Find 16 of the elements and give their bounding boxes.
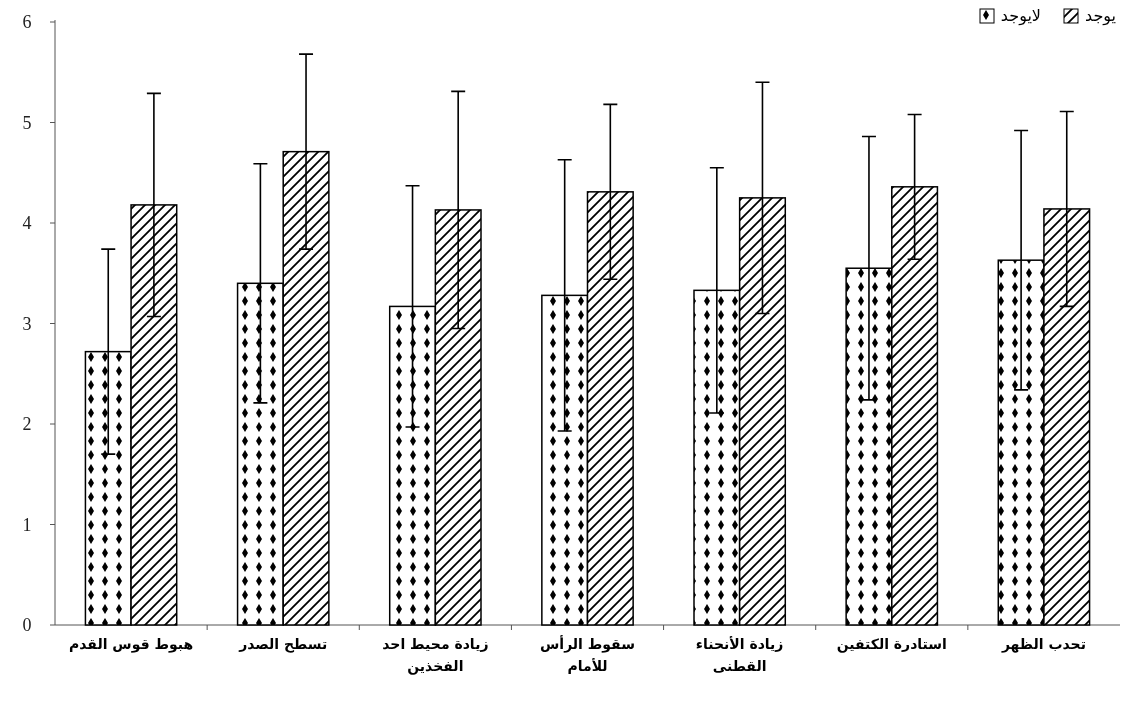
legend-label: يوجد bbox=[1084, 6, 1116, 25]
x-tick-label: استادرة الكتفين bbox=[835, 635, 948, 655]
y-tick-label: 5 bbox=[22, 112, 32, 133]
y-tick-label: 6 bbox=[22, 12, 32, 32]
y-tick-label: 2 bbox=[22, 414, 32, 434]
x-tick-label: زيادة الأنحناء القطنى bbox=[694, 635, 785, 676]
y-tick-label: 3 bbox=[22, 313, 32, 334]
x-tick-label: هبوط قوس القدم bbox=[67, 635, 195, 655]
x-tick-label: سقوط الرأس للأمام bbox=[539, 634, 636, 676]
x-tick-label: زيادة محيط احد الفخذين bbox=[381, 635, 490, 677]
legend-label: لايوجد bbox=[1000, 6, 1041, 25]
y-tick-label: 4 bbox=[22, 213, 32, 233]
y-tick-label: 0 bbox=[22, 615, 32, 635]
x-tick-label: تسطح الصدر bbox=[237, 635, 329, 655]
x-tick-label: تحدب الظهر bbox=[1000, 635, 1087, 655]
y-tick-label: 1 bbox=[22, 514, 32, 535]
